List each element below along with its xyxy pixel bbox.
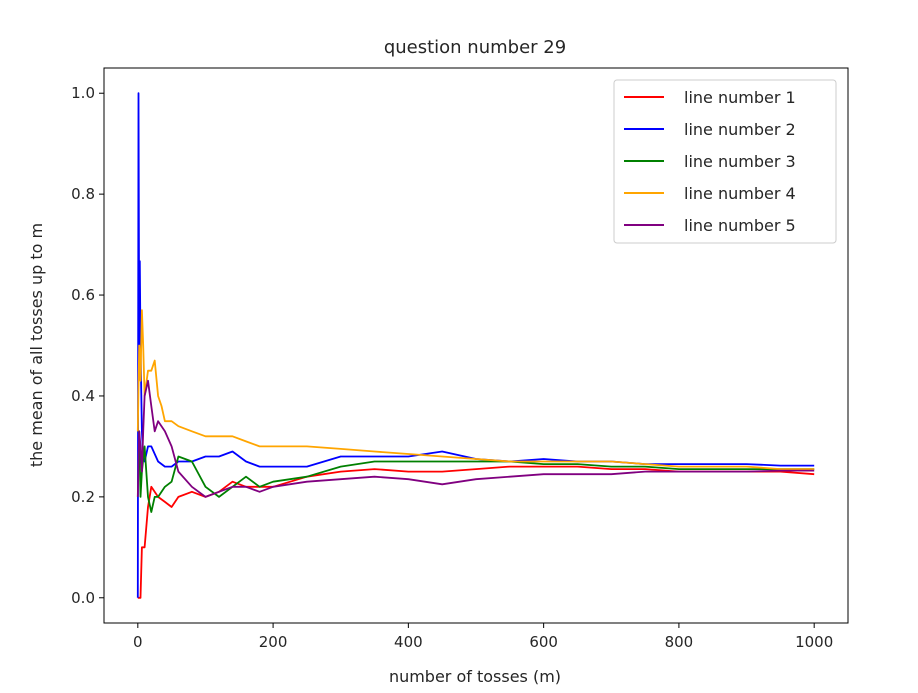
y-axis-label: the mean of all tosses up to m [27, 223, 46, 467]
x-axis-label: number of tosses (m) [389, 667, 561, 686]
series-line-1 [137, 465, 815, 599]
y-tick-label-0: 0.0 [71, 589, 95, 607]
legend: line number 1 line number 2 line number 3 l… [613, 79, 837, 244]
chart-title: question number 29 [384, 37, 566, 58]
legend-box [613, 79, 837, 244]
series-line-4 [136, 309, 815, 471]
legend-label-4: line number 4 [684, 184, 796, 203]
series-layer [136, 92, 815, 599]
plot-frame [103, 67, 849, 624]
legend-label-2: line number 2 [684, 120, 796, 139]
x-tick-label-5: 1000 [795, 633, 833, 651]
y-axis: 0.0 0.2 0.4 0.6 0.8 1.0 [71, 84, 104, 607]
y-tick-label-1: 0.2 [71, 488, 95, 506]
series-line-3 [137, 430, 815, 513]
legend-label-5: line number 5 [684, 216, 796, 235]
legend-label-1: line number 1 [684, 88, 796, 107]
x-tick-label-4: 800 [665, 633, 694, 651]
y-tick-label-4: 0.8 [71, 185, 95, 203]
series-line-5 [136, 379, 815, 498]
y-tick-label-5: 1.0 [71, 84, 95, 102]
x-tick-label-1: 200 [259, 633, 288, 651]
x-tick-label-3: 600 [529, 633, 558, 651]
y-tick-label-3: 0.6 [71, 286, 95, 304]
x-tick-label-2: 400 [394, 633, 423, 651]
y-tick-label-2: 0.4 [71, 387, 95, 405]
x-tick-label-0: 0 [133, 633, 143, 651]
x-axis: 0 200 400 600 800 1000 [133, 623, 833, 651]
legend-label-3: line number 3 [684, 152, 796, 171]
